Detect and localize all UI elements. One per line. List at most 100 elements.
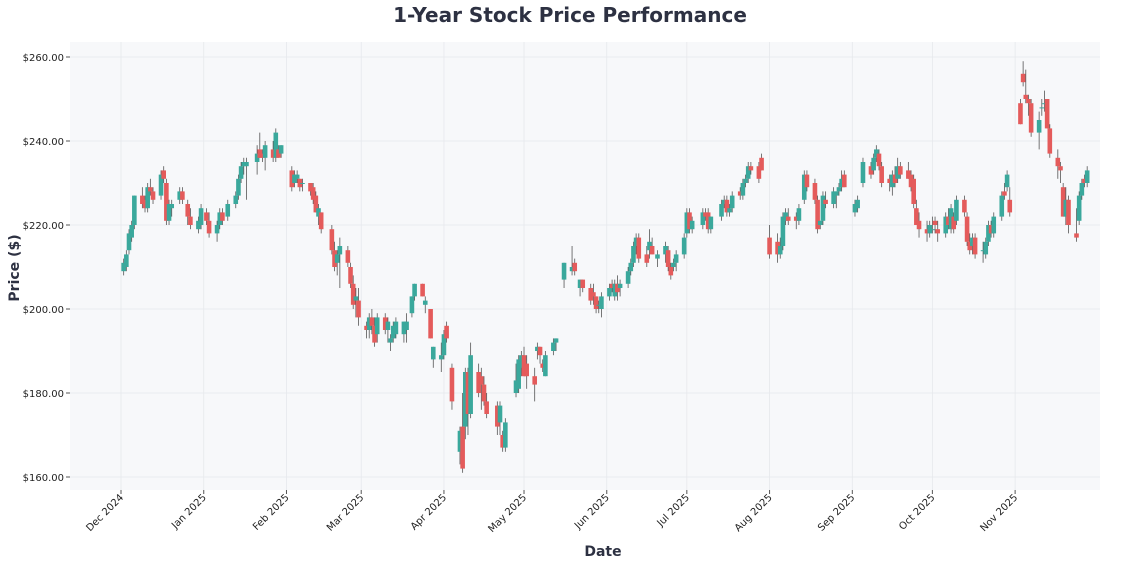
candle [1028, 99, 1034, 137]
candle [874, 145, 879, 162]
candle [599, 292, 604, 318]
candle-body-up [599, 296, 604, 309]
candle-body-down [823, 199, 828, 204]
candle [537, 346, 543, 364]
candles [121, 61, 1090, 473]
candle [225, 199, 231, 221]
candle-body-up [743, 178, 748, 183]
candle-body-up [393, 321, 399, 335]
candle [1004, 170, 1010, 192]
candle [740, 178, 746, 200]
candle [1058, 162, 1063, 183]
candle-body-up [196, 220, 201, 230]
candle [636, 233, 642, 263]
candle-body-up [836, 187, 842, 192]
candle [930, 216, 935, 234]
candle [820, 191, 826, 225]
candle-body-up [783, 212, 788, 221]
candle [649, 237, 655, 255]
candle [591, 283, 596, 305]
candle-body-down [615, 283, 620, 293]
candle-body-down [270, 149, 276, 158]
candle-body-down [887, 178, 892, 183]
candle [233, 191, 239, 209]
candle-body-up [337, 246, 343, 255]
candle-body-up [577, 279, 583, 288]
x-axis-label: Date [584, 544, 621, 560]
candle [967, 233, 973, 255]
candle-body-up [198, 208, 204, 225]
candle-body-up [855, 199, 860, 209]
candle-body-down [1082, 178, 1087, 183]
candle [313, 191, 319, 213]
chart-title: 1-Year Stock Price Performance [393, 3, 747, 27]
candle [980, 241, 986, 263]
candle-body-down [668, 267, 674, 276]
candle-body-up [991, 216, 997, 234]
candle [892, 166, 898, 188]
candle [812, 178, 818, 204]
candle [1074, 208, 1079, 242]
candle [430, 346, 436, 368]
candle-body-up [238, 166, 244, 179]
candle [625, 267, 631, 288]
candle-body-up [927, 225, 933, 234]
candle-body-up [430, 346, 436, 360]
x-tick-label: Jul 2025 [655, 492, 692, 529]
candle [140, 187, 145, 209]
candle-body-down [142, 199, 148, 209]
candle-body-down [876, 153, 882, 167]
candle [665, 246, 671, 272]
candle [1076, 191, 1082, 225]
candle-body-down [687, 212, 692, 230]
candle-body-down [369, 317, 375, 326]
candle [241, 157, 247, 175]
candle [729, 191, 735, 213]
candle [206, 212, 212, 238]
candle [687, 208, 692, 234]
candle-body-down [1066, 199, 1071, 225]
candle-body-up [801, 174, 807, 200]
x-tick-label: Aug 2025 [733, 492, 775, 534]
candle-body-down [476, 372, 481, 393]
candle-body-up [169, 204, 175, 209]
candle-body-up [684, 212, 690, 234]
candle [663, 241, 668, 263]
candle [476, 363, 481, 398]
candle [743, 174, 748, 188]
candle-body-down [649, 246, 655, 255]
candle [804, 170, 810, 192]
candle-body-up [292, 174, 297, 183]
candle-body-up [817, 220, 823, 225]
candle-body-up [124, 254, 129, 267]
candle [276, 145, 281, 158]
candle-body-up [871, 157, 876, 171]
candle [785, 208, 791, 225]
candle-body-up [401, 321, 407, 335]
candle [273, 128, 279, 162]
candle [783, 208, 788, 225]
candle [404, 313, 409, 343]
candle-body-up [647, 241, 652, 251]
candle [745, 162, 751, 183]
candle-body-down [345, 250, 351, 263]
y-axis-label: Price ($) [7, 234, 23, 301]
x-tick-label: Oct 2025 [897, 492, 937, 532]
candle-body-up [516, 359, 521, 389]
candle-body-up [569, 267, 575, 272]
candle [841, 170, 847, 188]
candle [166, 199, 172, 225]
candle [647, 229, 652, 259]
candle-body-up [438, 355, 444, 360]
candle [334, 250, 340, 276]
candle [951, 212, 957, 234]
candle [943, 212, 949, 238]
candle-body-down [815, 199, 820, 230]
candle-body-up [1079, 183, 1085, 196]
candle-body-up [852, 204, 858, 213]
candle-body-up [145, 187, 150, 209]
candle-body-down [188, 216, 193, 225]
candle [935, 220, 941, 242]
candle-body-up [700, 212, 706, 225]
candle [540, 359, 546, 372]
